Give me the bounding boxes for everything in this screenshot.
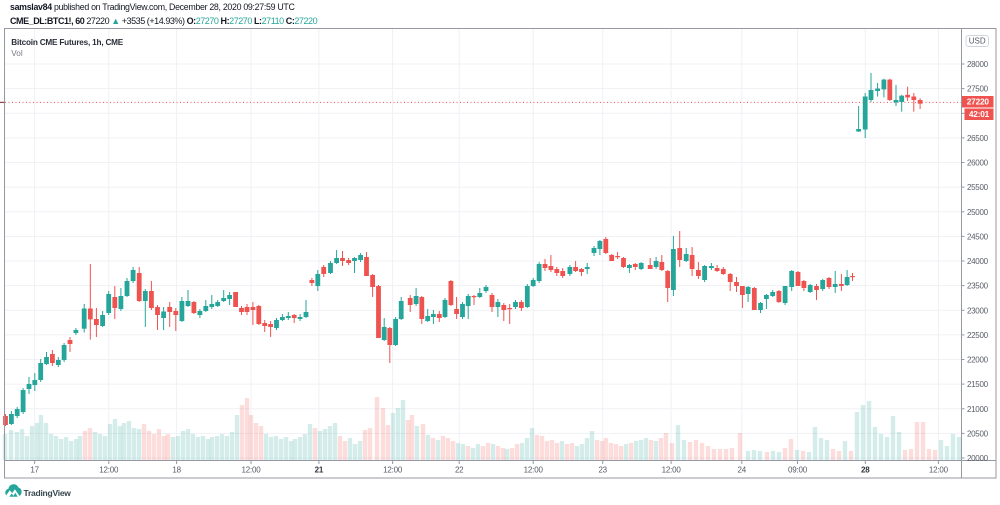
svg-text:27220: 27220: [967, 97, 990, 107]
svg-text:18: 18: [172, 466, 181, 475]
svg-text:TradingView: TradingView: [24, 488, 72, 498]
svg-text:17: 17: [30, 466, 39, 475]
svg-text:24500: 24500: [967, 232, 989, 241]
svg-text:28: 28: [861, 466, 870, 475]
svg-text:25500: 25500: [967, 183, 989, 192]
svg-text:22: 22: [455, 466, 464, 475]
svg-text:22000: 22000: [967, 356, 989, 365]
svg-text:24: 24: [738, 466, 747, 475]
svg-text:23500: 23500: [967, 282, 989, 291]
svg-text:22500: 22500: [967, 331, 989, 340]
svg-text:25000: 25000: [967, 208, 989, 217]
svg-text:09:00: 09:00: [788, 466, 808, 475]
svg-text:Vol: Vol: [11, 49, 23, 58]
svg-text:23000: 23000: [967, 306, 989, 315]
svg-text:21000: 21000: [967, 405, 989, 414]
svg-text:23: 23: [598, 466, 607, 475]
svg-text:42:01: 42:01: [969, 109, 990, 119]
svg-text:24000: 24000: [967, 257, 989, 266]
svg-text:27500: 27500: [967, 85, 989, 94]
svg-text:12:00: 12:00: [929, 466, 949, 475]
svg-text:21: 21: [315, 466, 324, 475]
svg-text:26000: 26000: [967, 159, 989, 168]
svg-text:21500: 21500: [967, 380, 989, 389]
svg-text:12:00: 12:00: [383, 466, 403, 475]
svg-text:Bitcoin CME Futures, 1h, CME: Bitcoin CME Futures, 1h, CME: [11, 38, 123, 47]
svg-text:28000: 28000: [967, 60, 989, 69]
svg-text:12:00: 12:00: [524, 466, 544, 475]
svg-text:12:00: 12:00: [241, 466, 261, 475]
svg-text:samslav84 published on Trading: samslav84 published on TradingView.com, …: [10, 2, 295, 12]
svg-text:CME_DL:BTC1!, 60 27220 ▲ +353: CME_DL:BTC1!, 60 27220 ▲ +3535 (+14.93%)…: [10, 16, 318, 26]
svg-text:26500: 26500: [967, 134, 989, 143]
svg-text:20500: 20500: [967, 429, 989, 438]
svg-text:12:00: 12:00: [99, 466, 119, 475]
svg-text:12:00: 12:00: [662, 466, 682, 475]
svg-text:USD: USD: [969, 37, 986, 46]
svg-text:20000: 20000: [967, 454, 989, 463]
